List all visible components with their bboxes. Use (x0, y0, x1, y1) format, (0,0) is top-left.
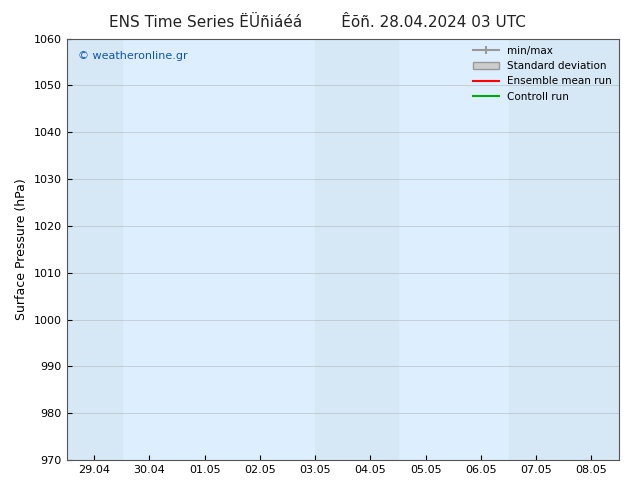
Bar (67, 39, 122, 460)
Legend: min/max, Standard deviation, Ensemble mean run, Controll run: min/max, Standard deviation, Ensemble me… (469, 42, 616, 106)
Y-axis label: Surface Pressure (hPa): Surface Pressure (hPa) (15, 178, 28, 320)
Bar (315, 39, 398, 460)
Text: © weatheronline.gr: © weatheronline.gr (77, 51, 187, 61)
Bar (508, 39, 619, 460)
Text: ENS Time Series ËÜñiáéá        Êõñ. 28.04.2024 03 UTC: ENS Time Series ËÜñiáéá Êõñ. 28.04.2024 … (108, 15, 526, 30)
